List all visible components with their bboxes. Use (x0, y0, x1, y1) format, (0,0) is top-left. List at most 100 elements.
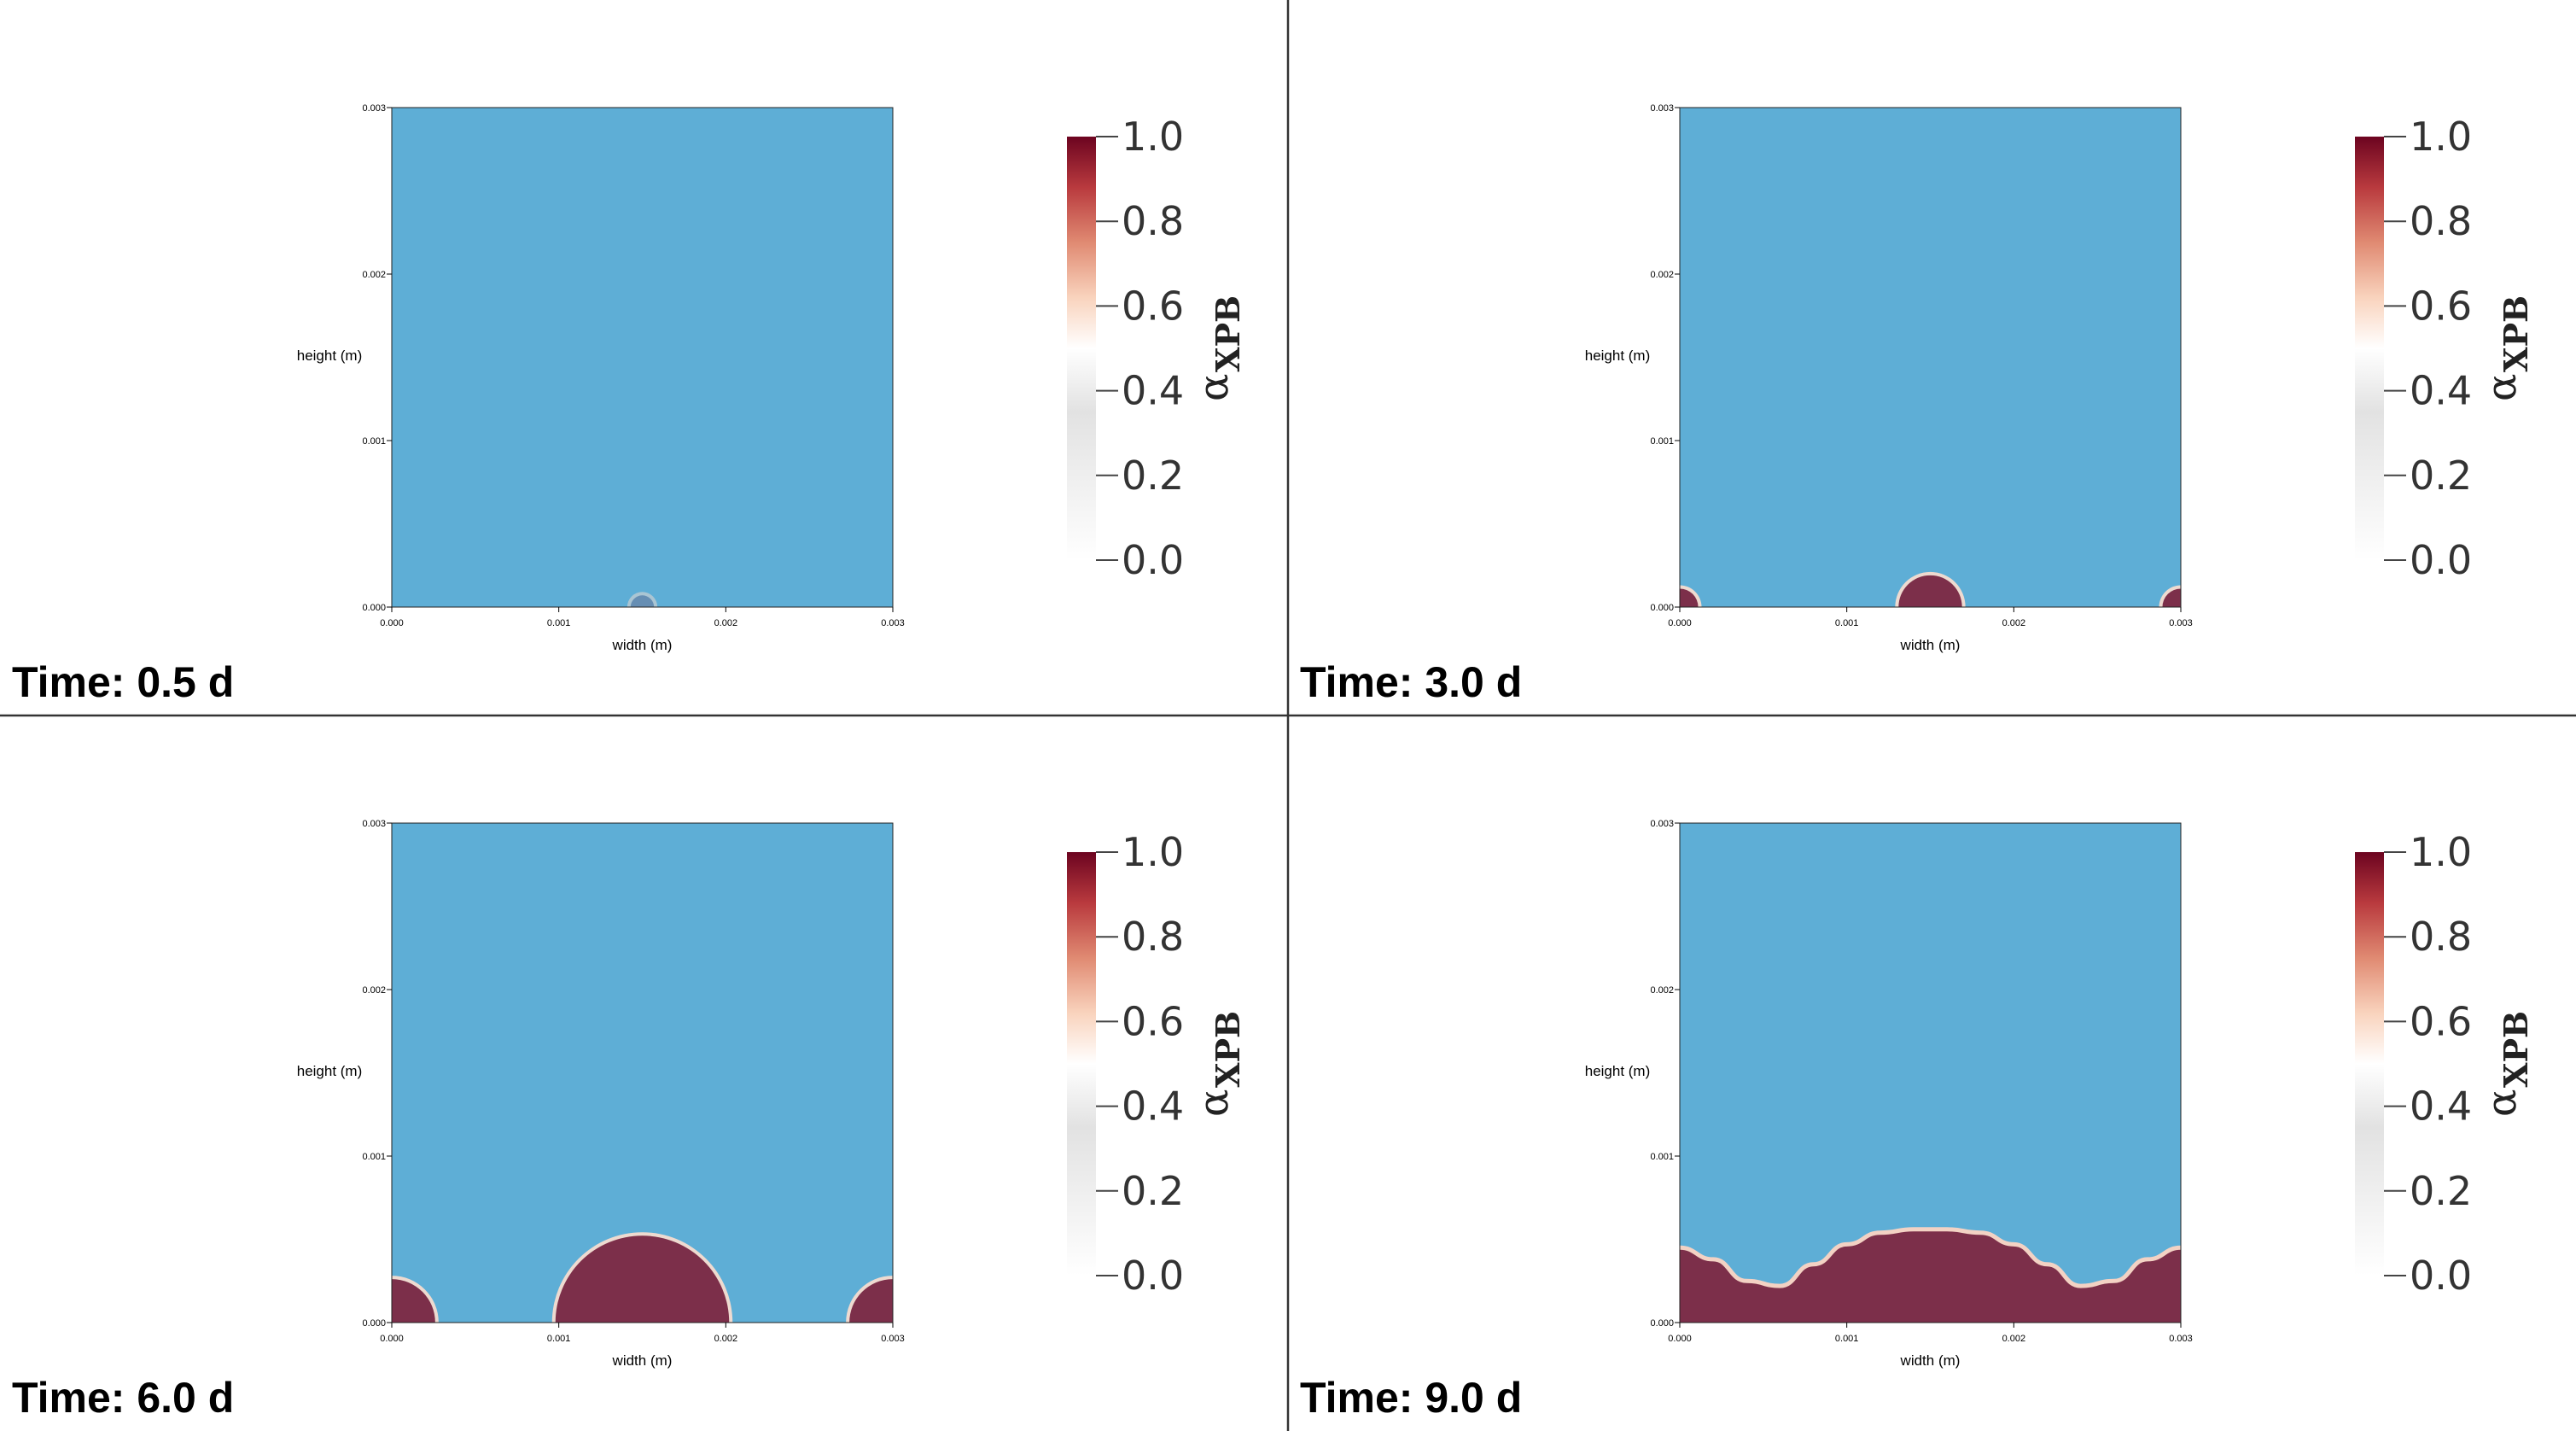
colorbar-tick-label: 1.0 (2410, 829, 2472, 875)
colorbar-title-subscript: XPB (2497, 1011, 2535, 1088)
solid-blob-1 (392, 1279, 435, 1323)
x-tick-label: 0.002 (714, 1334, 738, 1344)
plot-frame (391, 107, 894, 608)
x-tick-label: 0.000 (380, 1334, 404, 1344)
x-tick-label: 0.001 (1835, 618, 1859, 628)
x-tick-label: 0.002 (2002, 618, 2026, 628)
y-tick-label: 0.000 (1650, 603, 1674, 613)
x-tick-label: 0.002 (714, 618, 738, 628)
x-tick-label: 0.001 (547, 618, 571, 628)
colorbar-tick-label: 0.8 (2410, 198, 2472, 244)
y-tick-label: 0.003 (1650, 103, 1674, 114)
y-axis-title: height (m) (297, 1063, 363, 1079)
colorbar-tick-label: 0.8 (2410, 914, 2472, 960)
x-tick-label: 0.003 (881, 1334, 905, 1344)
x-tick-label: 0.003 (2169, 618, 2193, 628)
y-tick-label: 0.002 (1650, 270, 1674, 280)
solid-blob-2 (1898, 575, 1962, 607)
x-axis-title: width (m) (1900, 637, 1961, 653)
colorbar-tick-label: 0.0 (2410, 537, 2472, 583)
plot-area (1680, 823, 2181, 1323)
colorbar-title-symbol: α (2478, 374, 2526, 401)
y-tick-label: 0.003 (1650, 819, 1674, 829)
colorbar (1067, 852, 1096, 1276)
x-axis-title: width (m) (612, 637, 673, 653)
y-tick-label: 0.002 (362, 270, 386, 280)
panel-2: 0.000 0.001 0.002 0.003 0.000 0.001 0.002 0.003… (1300, 103, 2535, 706)
y-axis-title: height (m) (1585, 1063, 1651, 1079)
x-tick-label: 0.000 (1668, 618, 1692, 628)
fluid-region (392, 108, 893, 607)
x-tick-label: 0.001 (1835, 1334, 1859, 1344)
colorbar-tick-label: 0.6 (1122, 283, 1184, 329)
time-label: Time: 3.0 d (1300, 658, 1522, 706)
solid-blob-2 (555, 1235, 730, 1323)
y-tick-label: 0.001 (362, 1152, 386, 1162)
x-tick-label: 0.003 (881, 618, 905, 628)
plot-frame (391, 822, 894, 1323)
y-tick-label: 0.002 (362, 985, 386, 996)
colorbar-tick-label: 0.0 (1122, 537, 1184, 583)
colorbar-title-symbol: α (2478, 1089, 2526, 1117)
colorbar-tick-label: 0.8 (1122, 914, 1184, 960)
x-tick-label: 0.000 (1668, 1334, 1692, 1344)
y-tick-label: 0.000 (362, 1318, 386, 1329)
x-tick-label: 0.003 (2169, 1334, 2193, 1344)
colorbar-tick-label: 0.6 (2410, 998, 2472, 1044)
y-tick-label: 0.003 (362, 103, 386, 114)
y-tick-label: 0.000 (1650, 1318, 1674, 1329)
colorbar (1067, 137, 1096, 560)
y-tick-label: 0.000 (362, 603, 386, 613)
y-axis-title: height (m) (297, 348, 363, 364)
solid-layer (1680, 1229, 2181, 1323)
colorbar-tick-label: 0.4 (1122, 368, 1184, 414)
colorbar-tick-label: 0.4 (2410, 1083, 2472, 1130)
solid-blob-1 (1680, 588, 1699, 607)
time-label: Time: 0.5 d (12, 658, 234, 706)
colorbar-tick-label: 0.4 (1122, 1083, 1184, 1130)
colorbar-tick-label: 0.2 (1122, 453, 1184, 499)
x-tick-label: 0.000 (380, 618, 404, 628)
solid-blob-3 (2162, 588, 2181, 607)
time-label: Time: 9.0 d (1300, 1374, 1522, 1422)
solid-blob-1 (630, 595, 655, 607)
panel-3: 0.000 0.001 0.002 0.003 0.000 0.001 0.002 0.003… (12, 819, 1247, 1422)
colorbar-title-symbol: α (1190, 374, 1238, 401)
colorbar-tick-label: 1.0 (2410, 114, 2472, 160)
panels: 0.000 0.001 0.002 0.003 0.000 0.001 0.002 0.003… (12, 103, 2535, 1422)
solid-blob-3 (849, 1279, 893, 1323)
colorbar-title-subscript: XPB (1209, 295, 1247, 372)
fluid-region (1680, 108, 2181, 607)
colorbar-title-subscript: XPB (1209, 1011, 1247, 1088)
interface-line (1680, 1227, 2181, 1288)
colorbar-tick-label: 0.4 (2410, 368, 2472, 414)
plot-frame (1679, 822, 2182, 1323)
x-tick-label: 0.001 (547, 1334, 571, 1344)
colorbar-tick-label: 0.2 (1122, 1168, 1184, 1214)
colorbar-tick-label: 0.8 (1122, 198, 1184, 244)
colorbar-tick-label: 1.0 (1122, 829, 1184, 875)
x-axis-title: width (m) (1900, 1352, 1961, 1369)
plot-area (392, 823, 893, 1323)
colorbar-tick-label: 1.0 (1122, 114, 1184, 160)
panel-1: 0.000 0.001 0.002 0.003 0.000 0.001 0.002 0.003… (12, 103, 1247, 706)
y-tick-label: 0.001 (362, 436, 386, 447)
colorbar-title-symbol: α (1190, 1089, 1238, 1117)
colorbar-tick-label: 0.0 (2410, 1253, 2472, 1299)
colorbar-tick-label: 0.0 (1122, 1253, 1184, 1299)
y-tick-label: 0.001 (1650, 1152, 1674, 1162)
y-axis-title: height (m) (1585, 348, 1651, 364)
time-label: Time: 6.0 d (12, 1374, 234, 1422)
colorbar-tick-label: 0.2 (2410, 1168, 2472, 1214)
colorbar-tick-label: 0.6 (1122, 998, 1184, 1044)
panel-4: 0.000 0.001 0.002 0.003 0.000 0.001 0.002 0.003… (1300, 819, 2535, 1422)
colorbar (2355, 852, 2384, 1276)
y-tick-label: 0.002 (1650, 985, 1674, 996)
colorbar-title-subscript: XPB (2497, 295, 2535, 372)
x-axis-title: width (m) (612, 1352, 673, 1369)
